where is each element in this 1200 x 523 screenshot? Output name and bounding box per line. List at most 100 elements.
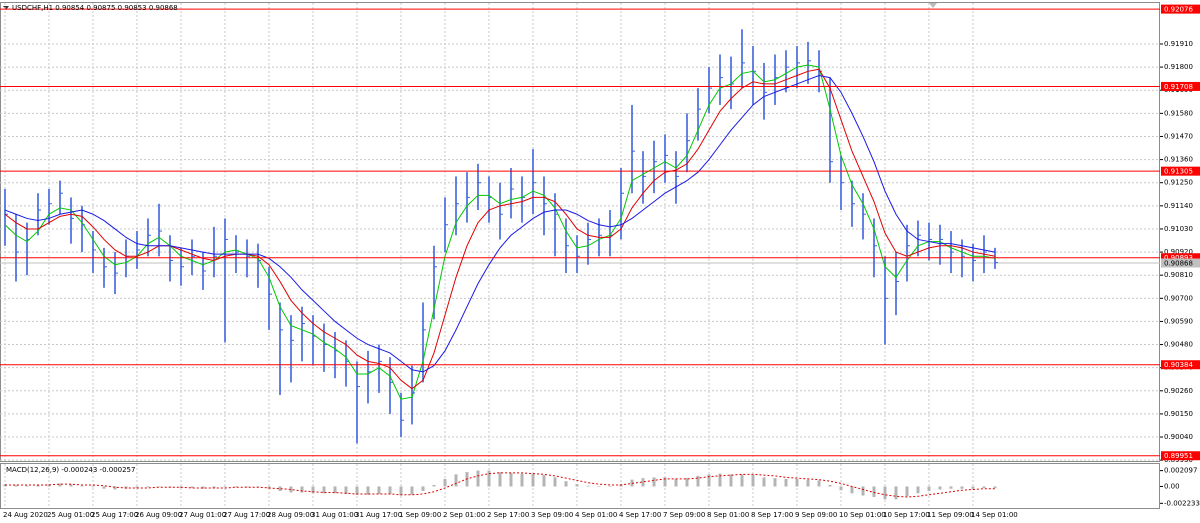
histogram-bar [795,478,799,487]
chart-title: USDCHF,H1 0.90854 0.90875 0.90853 0.9086… [12,4,178,12]
histogram-bar [234,486,238,488]
signal-line [5,472,995,498]
histogram-bar [36,484,40,487]
histogram-bar [520,473,524,487]
x-tick-label: 14 Sep 01:00 [971,511,1018,519]
macd-title: MACD(12,26,9) -0.000243 -0.000257 [6,466,135,474]
histogram-bar [245,486,249,488]
histogram-bar [894,486,898,500]
level-tag [1161,4,1200,14]
histogram-bar [949,486,953,489]
x-tick-label: 27 Aug 01:00 [179,511,226,519]
y-tick-label: 0.90590 [1164,317,1193,325]
histogram-bar [597,486,601,487]
histogram-bar [575,484,579,487]
histogram-bar [872,486,876,498]
histogram-bar [421,486,425,491]
level-label: 0.91305 [1164,168,1193,176]
histogram-bar [982,486,986,488]
histogram-bar [553,477,557,487]
histogram-bar [927,486,931,491]
histogram-bar [652,477,656,487]
y-tick-label: 0.90040 [1164,433,1193,441]
x-tick-label: 11 Sep 09:00 [927,511,974,519]
histogram-bar [322,486,326,494]
x-tick-label: 8 Sep 17:00 [751,511,793,519]
histogram-bar [674,478,678,487]
x-tick-label: 1 Sep 09:00 [399,511,441,519]
level-label: 0.90384 [1164,361,1193,369]
histogram-bar [443,478,447,487]
level-label: 0.91708 [1164,83,1193,91]
histogram-bar [333,486,337,494]
x-tick-label: 26 Aug 09:00 [135,511,182,519]
shift-marker [929,3,937,8]
histogram-bar [696,475,700,487]
histogram-bar [839,486,843,491]
x-tick-label: 10 Sep 17:00 [883,511,930,519]
histogram-bar [190,486,194,488]
histogram-bar [432,484,436,487]
y-tick-label: 0.91140 [1164,202,1193,210]
histogram-bar [608,486,612,487]
histogram-bar [113,486,117,490]
histogram-bar [971,486,975,489]
histogram-bar [399,486,403,496]
y-tick-label: 0.91360 [1164,156,1193,164]
layer [0,8,1160,457]
x-tick-label: 25 Aug 17:00 [91,511,138,519]
histogram-bar [718,473,722,487]
y-tick-label: 0.90700 [1164,294,1193,302]
histogram-bar [388,486,392,495]
x-tick-label: 7 Sep 09:00 [663,511,705,519]
layer: 0.002097 0.00 -0.002233 [1160,467,1200,507]
histogram-bar [289,486,293,493]
histogram-bar [300,486,304,493]
histogram-bar [784,478,788,487]
y-tick-label: 0.91030 [1164,225,1193,233]
histogram-bar [278,486,282,491]
macd-panel [0,463,1160,509]
x-tick-label: 25 Aug 01:00 [47,511,94,519]
histogram-bar [751,475,755,487]
histogram-bar [366,486,370,495]
level-label: 0.89951 [1164,452,1193,460]
histogram-bar [542,475,546,487]
x-tick-label: 9 Sep 09:00 [795,511,837,519]
histogram-bar [344,486,348,495]
histogram-bar [773,478,777,487]
y-tick-label: 0.00 [1164,482,1180,490]
y-tick-label: -0.002233 [1164,499,1200,507]
histogram-bar [938,486,942,490]
histogram-bar [223,486,227,488]
x-tick-label: 31 Aug 17:00 [355,511,402,519]
x-tick-label: 28 Aug 09:00 [267,511,314,519]
moving-average [4,74,996,373]
histogram-bar [25,485,29,487]
level-tag [1161,253,1200,263]
y-tick-label: 0.002097 [1164,467,1197,475]
x-tick-label: 2 Sep 01:00 [443,511,485,519]
histogram-bar [993,486,997,488]
last-price-label: 0.90868 [1164,260,1193,268]
last-price-tag [1161,258,1200,268]
level-tag [1161,451,1200,461]
histogram-bar [69,484,73,487]
histogram-bar [91,486,95,488]
y-tick-label: 0.90150 [1164,410,1193,418]
histogram-bar [663,477,667,487]
histogram-bar [817,480,821,487]
histogram-bar [201,486,205,489]
histogram-bar [729,474,733,487]
y-tick-label: 0.91800 [1164,63,1193,71]
level-tag [1161,166,1200,176]
histogram-bar [14,484,18,487]
histogram-bar [850,486,854,494]
histogram-bar [916,486,920,494]
histogram-bar [476,470,480,487]
histogram-bar [146,486,150,488]
y-tick-label: 0.91250 [1164,179,1193,187]
x-tick-label: 10 Sep 01:00 [839,511,886,519]
y-tick-label: 0.90480 [1164,341,1193,349]
